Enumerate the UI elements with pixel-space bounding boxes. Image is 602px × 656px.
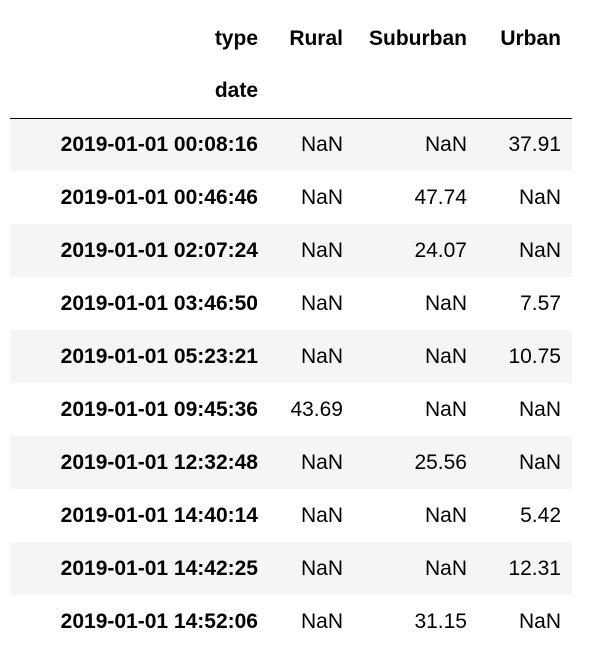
- column-header-suburban: Suburban: [369, 26, 467, 50]
- table-row: 2019-01-01 12:32:48 NaN 25.56 NaN: [10, 436, 572, 489]
- row-index: 2019-01-01 14:42:25: [60, 556, 258, 580]
- cell-rural: NaN: [300, 450, 343, 474]
- cell-urban: 10.75: [508, 344, 561, 368]
- dataframe-table: type Rural Suburban Urban date 2019-01-0…: [10, 12, 572, 648]
- columns-name-label: type: [214, 26, 258, 50]
- table-row: 2019-01-01 05:23:21 NaN NaN 10.75: [10, 330, 572, 383]
- cell-urban: NaN: [518, 397, 561, 421]
- table-row: 2019-01-01 14:42:25 NaN NaN 12.31: [10, 542, 572, 595]
- row-index: 2019-01-01 00:46:46: [60, 185, 258, 209]
- index-name-row: date: [10, 65, 572, 119]
- cell-urban: 7.57: [520, 291, 561, 315]
- row-index: 2019-01-01 05:23:21: [60, 344, 258, 368]
- cell-suburban: NaN: [424, 556, 467, 580]
- cell-rural: NaN: [300, 503, 343, 527]
- index-name-spacer: [269, 65, 354, 119]
- table-body: 2019-01-01 00:08:16 NaN NaN 37.91 2019-0…: [10, 118, 572, 648]
- cell-urban: 5.42: [520, 503, 561, 527]
- table-header: type Rural Suburban Urban date: [10, 12, 572, 119]
- row-index: 2019-01-01 12:32:48: [60, 450, 258, 474]
- cell-suburban: NaN: [424, 291, 467, 315]
- cell-rural: 43.69: [290, 397, 343, 421]
- cell-rural: NaN: [300, 185, 343, 209]
- row-index: 2019-01-01 03:46:50: [60, 291, 258, 315]
- cell-suburban: 25.56: [414, 450, 467, 474]
- table-row: 2019-01-01 09:45:36 43.69 NaN NaN: [10, 383, 572, 436]
- cell-rural: NaN: [300, 609, 343, 633]
- table-row: 2019-01-01 02:07:24 NaN 24.07 NaN: [10, 224, 572, 277]
- table-row: 2019-01-01 00:08:16 NaN NaN 37.91: [10, 118, 572, 171]
- cell-suburban: 24.07: [414, 238, 467, 262]
- cell-urban: NaN: [518, 450, 561, 474]
- cell-suburban: 47.74: [414, 185, 467, 209]
- cell-suburban: NaN: [424, 503, 467, 527]
- row-index: 2019-01-01 02:07:24: [60, 238, 258, 262]
- row-index: 2019-01-01 14:52:06: [60, 609, 258, 633]
- cell-rural: NaN: [300, 132, 343, 156]
- cell-urban: NaN: [518, 609, 561, 633]
- cell-urban: 12.31: [508, 556, 561, 580]
- cell-rural: NaN: [300, 291, 343, 315]
- column-header-urban: Urban: [500, 26, 561, 50]
- cell-rural: NaN: [300, 556, 343, 580]
- row-index: 2019-01-01 00:08:16: [60, 132, 258, 156]
- cell-urban: NaN: [518, 185, 561, 209]
- cell-suburban: NaN: [424, 397, 467, 421]
- cell-urban: 37.91: [508, 132, 561, 156]
- cell-urban: NaN: [518, 238, 561, 262]
- index-name-spacer: [478, 65, 572, 119]
- column-header-rural: Rural: [289, 26, 343, 50]
- table-row: 2019-01-01 14:52:06 NaN 31.15 NaN: [10, 595, 572, 648]
- table-row: 2019-01-01 00:46:46 NaN 47.74 NaN: [10, 171, 572, 224]
- table-row: 2019-01-01 03:46:50 NaN NaN 7.57: [10, 277, 572, 330]
- row-index: 2019-01-01 14:40:14: [60, 503, 258, 527]
- cell-suburban: NaN: [424, 344, 467, 368]
- row-index: 2019-01-01 09:45:36: [60, 397, 258, 421]
- cell-suburban: 31.15: [414, 609, 467, 633]
- cell-rural: NaN: [300, 344, 343, 368]
- index-name-label: date: [10, 65, 269, 119]
- columns-header-row: type Rural Suburban Urban: [10, 12, 572, 65]
- table-row: 2019-01-01 14:40:14 NaN NaN 5.42: [10, 489, 572, 542]
- index-name-spacer: [354, 65, 478, 119]
- cell-suburban: NaN: [424, 132, 467, 156]
- cell-rural: NaN: [300, 238, 343, 262]
